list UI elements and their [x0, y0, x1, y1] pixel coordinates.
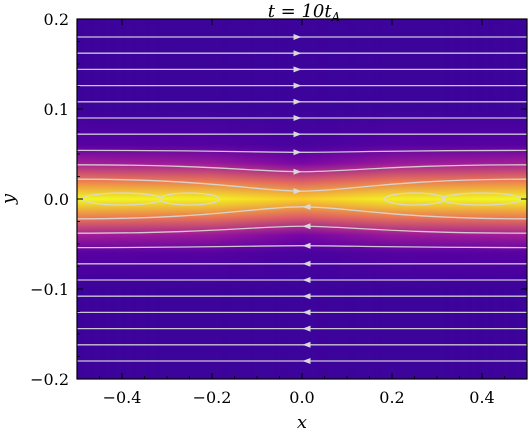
- streamline-arrow: [302, 277, 311, 283]
- streamline-arrow: [293, 188, 302, 195]
- x-axis-label: x: [297, 412, 307, 432]
- title-subscript: A: [331, 10, 341, 24]
- streamline: [77, 206, 527, 220]
- title-main: t = 10t: [268, 1, 333, 22]
- y-tick-label: 0.2: [44, 10, 69, 29]
- streamline-arrow: [293, 131, 302, 138]
- streamlines: [77, 34, 527, 364]
- x-axis-ticks: −0.4 −0.2 0.0 0.2 0.4: [76, 19, 528, 407]
- field-heatmap: [77, 19, 527, 379]
- y-tick-label: 0.0: [44, 190, 69, 209]
- field-layer-center: [77, 19, 527, 379]
- y-axis-label: y: [0, 193, 19, 205]
- streamline-arrow: [302, 203, 311, 210]
- x-tick-label: −0.2: [193, 388, 232, 407]
- y-tick-label: −0.1: [30, 280, 69, 299]
- streamline-arrow: [302, 293, 311, 300]
- streamline-arrow: [302, 223, 311, 230]
- streamline: [77, 225, 527, 234]
- x-tick-label: 0.2: [379, 388, 404, 407]
- streamline: [77, 149, 527, 153]
- streamline-arrow: [302, 325, 311, 332]
- streamline-arrow: [302, 242, 311, 249]
- x-tick-label: −0.4: [103, 388, 142, 407]
- chart-title: t = 10tA: [268, 1, 341, 24]
- streamline-arrow: [293, 34, 302, 40]
- streamline: [77, 164, 527, 173]
- y-tick-label: 0.1: [44, 100, 69, 119]
- x-tick-label: 0.0: [289, 388, 314, 407]
- y-axis-ticks: −0.2 −0.1 0.0 0.1 0.2: [30, 10, 527, 389]
- streamline-arrow: [293, 115, 302, 121]
- streamline-loop: [158, 192, 221, 206]
- streamline-loop: [383, 192, 446, 206]
- streamline-arrow: [302, 358, 311, 364]
- x-tick-label: 0.4: [469, 388, 494, 407]
- streamline: [77, 178, 527, 192]
- streamline-arrow: [302, 260, 311, 267]
- streamline-arrow: [293, 66, 302, 73]
- streamline-arrow: [302, 309, 311, 316]
- streamline-arrow: [293, 149, 302, 156]
- streamline-arrow: [293, 50, 302, 57]
- streamline-arrow: [302, 341, 311, 348]
- streamline-arrow: [293, 168, 302, 175]
- streamline-arrow: [293, 98, 302, 105]
- streamline: [77, 245, 527, 249]
- y-tick-label: −0.2: [30, 370, 69, 389]
- streamline-arrow: [293, 82, 302, 89]
